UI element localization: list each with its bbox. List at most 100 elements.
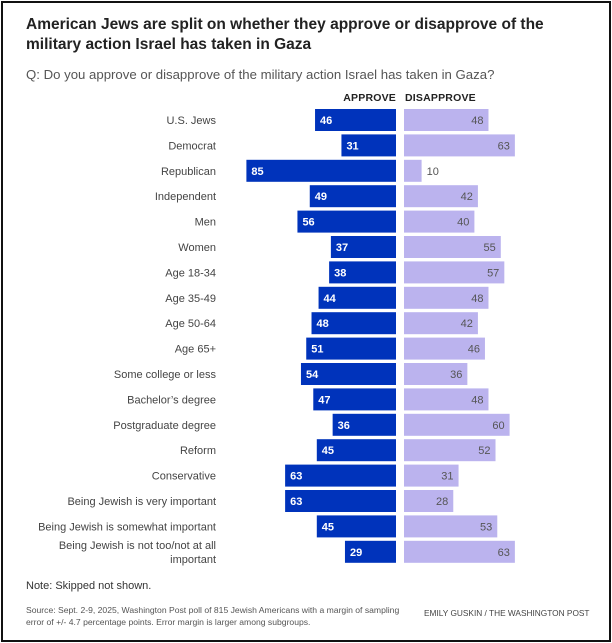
category-label: Being Jewish is very important <box>67 496 216 508</box>
approve-bar <box>344 540 396 563</box>
approve-value-label: 44 <box>324 293 337 305</box>
disapprove-bar <box>404 109 489 131</box>
approve-bar <box>315 109 396 131</box>
approve-bar <box>246 159 396 182</box>
disapprove-bar <box>404 337 485 360</box>
approve-bar <box>330 236 396 258</box>
disapprove-value-label: 48 <box>471 115 483 127</box>
approve-value-label: 63 <box>290 471 302 483</box>
disapprove-bar <box>404 413 510 436</box>
legend-approve: APPROVE <box>343 92 396 104</box>
approve-value-label: 54 <box>306 369 319 381</box>
disapprove-value-label: 60 <box>492 420 504 432</box>
disapprove-value-label: 55 <box>484 242 496 254</box>
approve-value-label: 56 <box>302 217 314 229</box>
approve-value-label: 36 <box>338 420 350 432</box>
disapprove-bar <box>404 312 478 335</box>
category-label: Age 65+ <box>175 344 216 356</box>
category-label: Democrat <box>168 140 216 152</box>
approve-value-label: 45 <box>322 445 334 457</box>
approve-value-label: 47 <box>318 394 330 406</box>
category-label: Women <box>178 242 216 254</box>
disapprove-value-label: 36 <box>450 369 462 381</box>
approve-bar <box>316 515 396 538</box>
disapprove-value-label: 63 <box>498 140 510 152</box>
category-label: Some college or less <box>114 369 217 381</box>
category-label: Men <box>195 217 216 229</box>
category-label-line: Being Jewish is not too/not at all <box>59 540 216 552</box>
disapprove-value-label: 31 <box>441 471 453 483</box>
disapprove-bar <box>404 439 496 462</box>
chart-note: Note: Skipped not shown. <box>26 580 152 592</box>
approve-bar <box>316 439 396 462</box>
category-label: Age 50-64 <box>165 318 216 330</box>
approve-value-label: 38 <box>334 267 346 279</box>
disapprove-bar <box>404 490 454 512</box>
chart-subtitle: Q: Do you approve or disapprove of the m… <box>26 67 495 82</box>
disapprove-value-label: 48 <box>471 394 483 406</box>
approve-bar <box>297 210 396 233</box>
category-label: Age 35-49 <box>165 293 216 305</box>
disapprove-bar <box>404 363 468 385</box>
disapprove-value-label: 46 <box>468 344 480 356</box>
disapprove-value-label: 48 <box>471 293 483 305</box>
approve-bar <box>300 363 396 385</box>
category-label: Being Jewish is somewhat important <box>38 521 216 533</box>
disapprove-bar <box>404 159 422 182</box>
disapprove-value-label: 28 <box>436 496 448 508</box>
disapprove-bar <box>404 286 489 309</box>
approve-bar <box>318 286 396 309</box>
disapprove-value-label: 42 <box>461 191 473 203</box>
approve-bar <box>341 134 396 157</box>
disapprove-bar <box>404 515 498 538</box>
category-label-line: important <box>170 554 216 566</box>
disapprove-bar <box>404 210 475 233</box>
approve-value-label: 31 <box>346 140 358 152</box>
disapprove-value-label: 52 <box>478 445 490 457</box>
approve-value-label: 45 <box>322 521 334 533</box>
disapprove-bar <box>404 134 515 157</box>
chart-source: Source: Sept. 2-9, 2025, Washington Post… <box>26 605 400 627</box>
disapprove-bar <box>404 540 515 563</box>
approve-bar <box>306 337 396 360</box>
legend-disapprove: DISAPPROVE <box>405 92 476 104</box>
category-label: Being Jewish is not too/not at all import… <box>59 540 216 566</box>
disapprove-value-label: 53 <box>480 521 492 533</box>
approve-value-label: 48 <box>317 318 329 330</box>
disapprove-bar <box>404 261 505 284</box>
approve-value-label: 29 <box>350 547 362 559</box>
chart-title: American Jews are split on whether they … <box>26 16 544 53</box>
category-label: Reform <box>180 445 216 457</box>
chart-credit: EMILY GUSKIN / THE WASHINGTON POST <box>424 608 590 618</box>
disapprove-value-label: 10 <box>427 166 439 178</box>
category-label: Postgraduate degree <box>113 420 216 432</box>
approve-bar <box>311 312 396 335</box>
approve-bar <box>285 464 396 487</box>
disapprove-value-label: 57 <box>487 267 499 279</box>
category-label: Conservative <box>152 471 216 483</box>
approve-value-label: 49 <box>315 191 327 203</box>
category-label: U.S. Jews <box>166 115 216 127</box>
approve-bar <box>285 490 396 512</box>
disapprove-bar <box>404 388 489 411</box>
approve-bar <box>309 185 396 208</box>
disapprove-bar <box>404 464 459 487</box>
approve-bar <box>329 261 396 284</box>
category-label: Independent <box>155 191 216 203</box>
disapprove-value-label: 40 <box>457 217 469 229</box>
approve-value-label: 85 <box>251 166 263 178</box>
category-label: Bachelor’s degree <box>127 394 216 406</box>
approve-value-label: 37 <box>336 242 348 254</box>
disapprove-bar <box>404 236 501 258</box>
approve-value-label: 51 <box>311 344 323 356</box>
approve-bar <box>313 388 396 411</box>
disapprove-value-label: 63 <box>498 547 510 559</box>
disapprove-value-label: 42 <box>461 318 473 330</box>
category-label: Age 18-34 <box>165 267 216 279</box>
disapprove-bar <box>404 185 478 208</box>
approve-value-label: 63 <box>290 496 302 508</box>
approve-value-label: 46 <box>320 115 332 127</box>
category-label: Republican <box>161 166 216 178</box>
